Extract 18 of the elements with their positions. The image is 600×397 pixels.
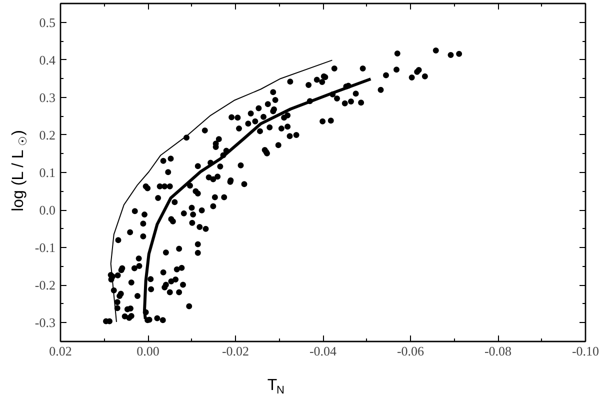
x-tick-label: -0.08 [484, 344, 512, 358]
y-tick-label: 0.4 [39, 52, 56, 68]
y-tick-label: 0.3 [39, 90, 56, 105]
x-tick-label: -0.02 [222, 344, 250, 358]
y-tick-label: -0.2 [34, 278, 56, 293]
y-tick-label: -0.1 [34, 240, 56, 256]
x-tick-label: -0.04 [309, 344, 338, 358]
x-tick-label: -0.06 [396, 344, 425, 358]
line-series [110, 60, 333, 322]
y-tick-label: -0.3 [34, 315, 56, 330]
x-tick-label: 0.02 [49, 344, 72, 358]
y-tick-label: 0.2 [39, 127, 56, 142]
x-tick-label: -0.10 [572, 344, 600, 358]
y-tick-label: 0.1 [39, 165, 56, 180]
y-tick-label: 0.5 [39, 14, 56, 30]
y-axis-title: log (L / L☉) [10, 130, 30, 212]
y-tick-label: 0.0 [39, 202, 56, 218]
x-tick-label: 0.00 [136, 344, 160, 358]
